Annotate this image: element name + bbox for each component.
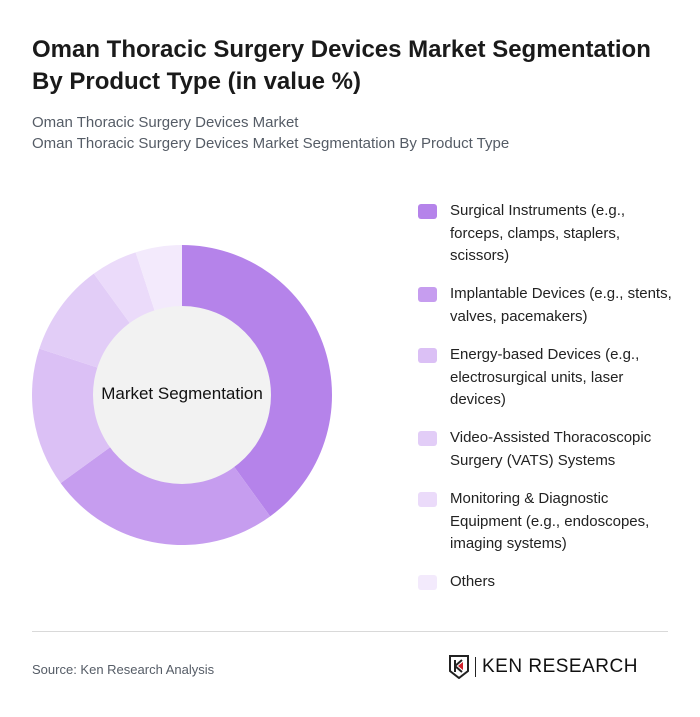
donut-center bbox=[93, 306, 271, 484]
legend-swatch bbox=[418, 431, 437, 446]
source-note: Source: Ken Research Analysis bbox=[32, 662, 215, 677]
legend-label: Surgical Instruments (e.g., forceps, cla… bbox=[450, 202, 626, 264]
center-label: Market Segmentation bbox=[101, 384, 263, 403]
legend-item: Video-Assisted Thoracoscopic Surgery (VA… bbox=[418, 427, 678, 472]
legend-swatch bbox=[418, 287, 437, 302]
page-title: Oman Thoracic Surgery Devices Market Seg… bbox=[32, 36, 651, 95]
legend-label: Implantable Devices (e.g., stents, valve… bbox=[450, 285, 672, 325]
subtitle-market: Oman Thoracic Surgery Devices Market bbox=[32, 114, 299, 131]
donut-chart bbox=[32, 245, 332, 545]
legend-item: Implantable Devices (e.g., stents, valve… bbox=[418, 283, 678, 328]
ken-research-logo: KEN RESEARCH bbox=[448, 655, 638, 679]
divider bbox=[32, 631, 668, 632]
ken-logo-icon bbox=[449, 655, 469, 679]
logo-text: KEN RESEARCH bbox=[482, 656, 638, 677]
legend-item: Surgical Instruments (e.g., forceps, cla… bbox=[418, 200, 678, 268]
legend-swatch bbox=[418, 204, 437, 219]
legend-label: Others bbox=[450, 573, 496, 590]
legend-label: Video-Assisted Thoracoscopic Surgery (VA… bbox=[450, 429, 652, 469]
legend-swatch bbox=[418, 575, 437, 590]
subtitle-segmentation: Oman Thoracic Surgery Devices Market Seg… bbox=[32, 135, 510, 152]
legend-item: Energy-based Devices (e.g., electrosurgi… bbox=[418, 344, 678, 412]
legend-item: Others bbox=[418, 571, 678, 594]
legend-item: Monitoring & Diagnostic Equipment (e.g.,… bbox=[418, 488, 678, 556]
legend-label: Monitoring & Diagnostic Equipment (e.g.,… bbox=[450, 490, 650, 552]
legend-swatch bbox=[418, 348, 437, 363]
legend-label: Energy-based Devices (e.g., electrosurgi… bbox=[450, 346, 640, 408]
legend-swatch bbox=[418, 492, 437, 507]
